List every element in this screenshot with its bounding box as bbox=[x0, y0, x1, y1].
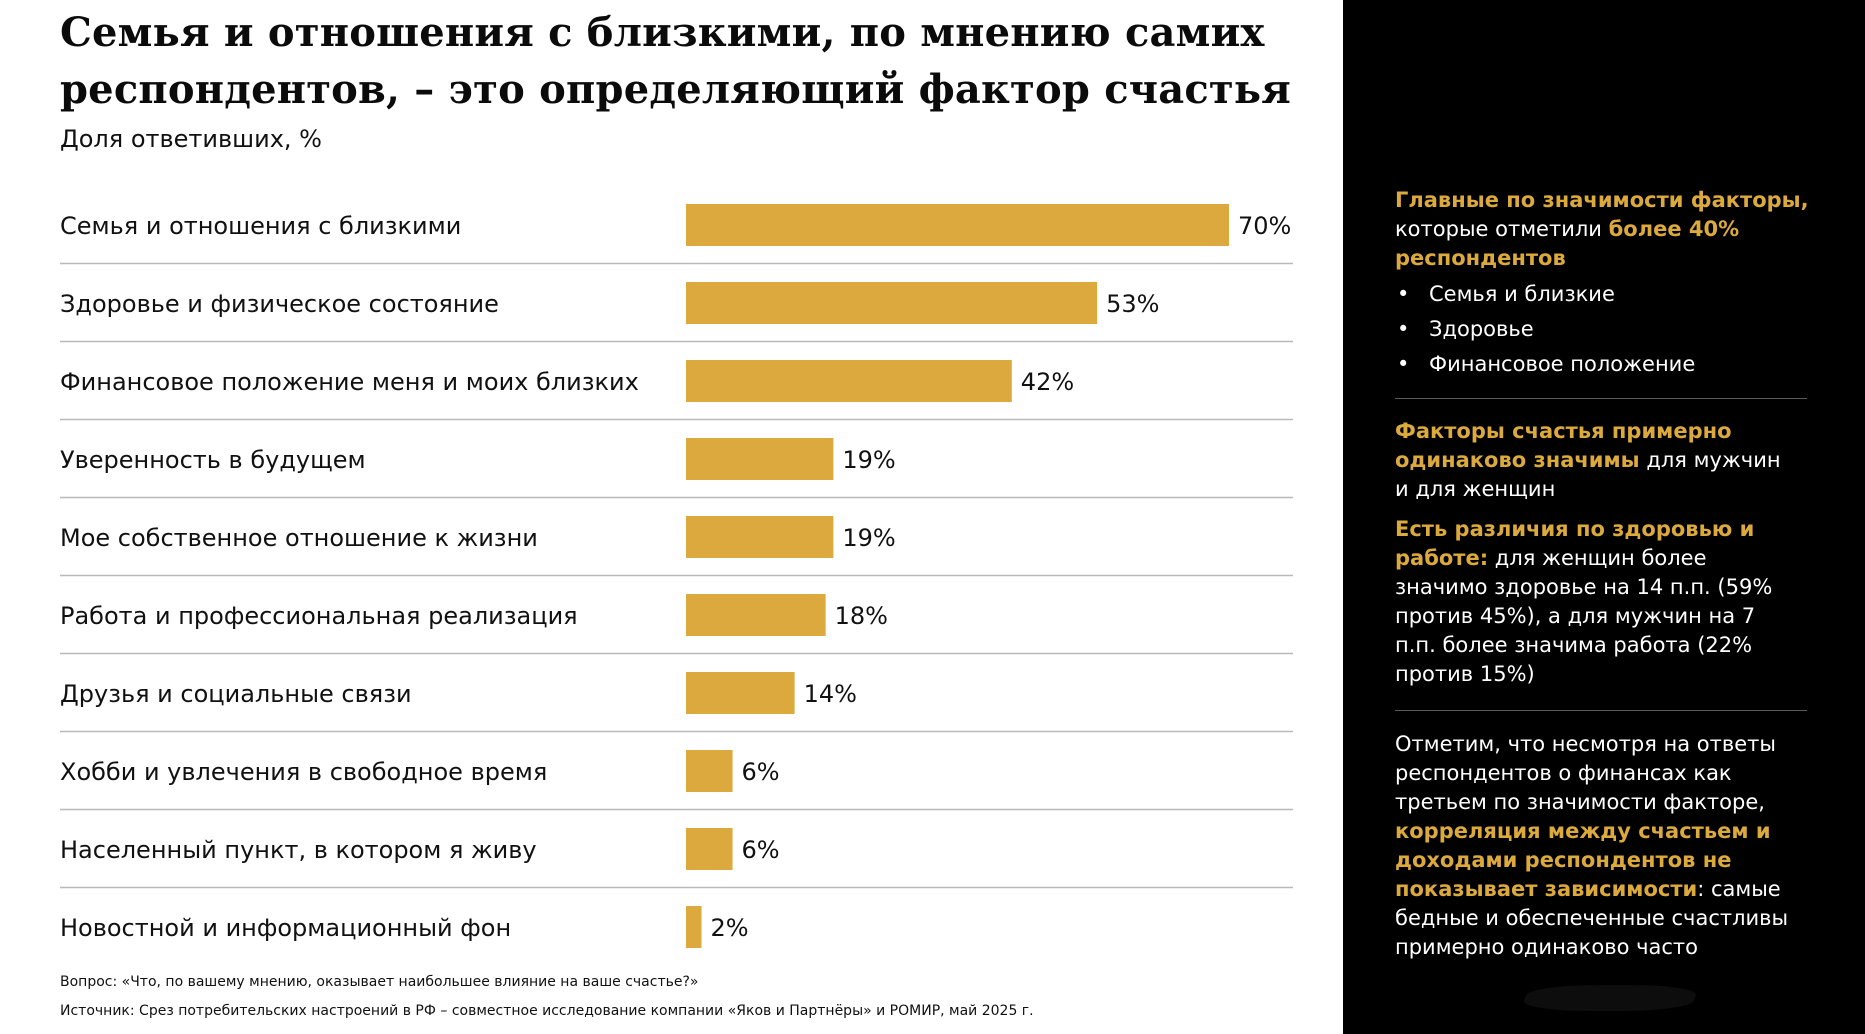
bar-chart: Семья и отношения с близкими Здоровье и ф… bbox=[60, 204, 1293, 948]
insight-gender: Факторы счастья примерно одинаково значи… bbox=[1395, 417, 1800, 504]
category-label: Здоровье и физическое состояние bbox=[60, 290, 499, 318]
bullet-icon: • bbox=[1397, 282, 1410, 306]
list-item: • Семья и близкие bbox=[1395, 277, 1825, 312]
category-label: Финансовое положение меня и моих близких bbox=[60, 368, 639, 396]
value-label: 14% bbox=[804, 680, 857, 708]
value-label: 42% bbox=[1021, 368, 1074, 396]
insight-highlight: более 40% bbox=[1608, 217, 1740, 241]
insight-income: Отметим, что несмотря на ответы респонде… bbox=[1395, 730, 1820, 962]
category-label: Мое собственное отношение к жизни bbox=[60, 524, 538, 552]
bar bbox=[686, 282, 1098, 324]
bar bbox=[686, 360, 1012, 402]
value-label: 6% bbox=[742, 758, 780, 786]
footnote-question: Вопрос: «Что, по вашему мнению, оказывае… bbox=[60, 974, 699, 990]
value-label: 18% bbox=[835, 602, 888, 630]
footnote-source: Источник: Срез потребительских настроени… bbox=[60, 1003, 1034, 1019]
list-item-label: Финансовое положение bbox=[1429, 352, 1696, 376]
insight-differences: Есть различия по здоровью и работе: для … bbox=[1395, 515, 1795, 689]
value-label: 19% bbox=[842, 446, 895, 474]
value-labels: 70% 53% 42% 19% 19% 18% 14% 6% 6% 2% bbox=[711, 212, 1292, 942]
value-label: 6% bbox=[742, 836, 780, 864]
bar bbox=[686, 750, 733, 792]
value-label: 53% bbox=[1106, 290, 1159, 318]
bar bbox=[686, 438, 834, 480]
panel-divider bbox=[1395, 710, 1807, 711]
value-label: 2% bbox=[711, 914, 749, 942]
obscured-logo bbox=[1520, 985, 1700, 1011]
bars bbox=[686, 204, 1229, 948]
bullet-icon: • bbox=[1397, 352, 1410, 376]
category-label: Новостной и информационный фон bbox=[60, 914, 511, 942]
chart-subtitle: Доля ответивших, % bbox=[60, 125, 322, 153]
main-factors-list: • Семья и близкие • Здоровье • Финансовое п… bbox=[1395, 277, 1825, 382]
page-title: Семья и отношения с близкими, по мнению … bbox=[60, 4, 1320, 118]
category-label: Населенный пункт, в котором я живу bbox=[60, 836, 537, 864]
insight-highlight: респондентов bbox=[1395, 246, 1566, 270]
category-label: Друзья и социальные связи bbox=[60, 680, 412, 708]
insights-panel: Главные по значимости факторы, которые о… bbox=[1343, 0, 1865, 1034]
list-item-label: Семья и близкие bbox=[1429, 282, 1615, 306]
category-label: Работа и профессиональная реализация bbox=[60, 602, 578, 630]
category-label: Хобби и увлечения в свободное время bbox=[60, 758, 547, 786]
bar bbox=[686, 594, 826, 636]
bar bbox=[686, 828, 733, 870]
insight-heading: Главные по значимости факторы, bbox=[1395, 188, 1809, 212]
bullet-icon: • bbox=[1397, 317, 1410, 341]
panel-divider bbox=[1395, 398, 1807, 399]
title-line-1: Семья и отношения с близкими, по мнению … bbox=[60, 9, 1265, 56]
value-label: 19% bbox=[842, 524, 895, 552]
bar bbox=[686, 516, 834, 558]
insight-main-factors: Главные по значимости факторы, которые о… bbox=[1395, 186, 1825, 382]
title-line-2: респондентов, – это определяющий фактор … bbox=[60, 66, 1292, 113]
insight-text: которые отметили bbox=[1395, 217, 1602, 241]
list-item-label: Здоровье bbox=[1429, 317, 1534, 341]
insight-text: для женщин более значимо здоровье на 14 … bbox=[1395, 546, 1773, 686]
list-item: • Финансовое положение bbox=[1395, 347, 1825, 382]
insight-text: Отметим, что несмотря на ответы респонде… bbox=[1395, 732, 1776, 814]
insight-text: для мужчин и для женщин bbox=[1395, 448, 1781, 501]
list-item: • Здоровье bbox=[1395, 312, 1825, 347]
category-label: Уверенность в будущем bbox=[60, 446, 366, 474]
row-separators bbox=[60, 262, 1293, 889]
value-label: 70% bbox=[1238, 212, 1291, 240]
insight-heading: корреляция между счастьем и доходами рес… bbox=[1395, 819, 1771, 901]
category-labels: Семья и отношения с близкими Здоровье и ф… bbox=[60, 212, 639, 942]
insight-heading: Факторы счастья примерно одинаково значи… bbox=[1395, 419, 1732, 472]
bar bbox=[686, 906, 702, 948]
bar bbox=[686, 204, 1229, 246]
insight-heading: Есть различия по здоровью и работе: bbox=[1395, 517, 1755, 570]
category-label: Семья и отношения с близкими bbox=[60, 212, 461, 240]
bar bbox=[686, 672, 795, 714]
insight-text: : самые бедные и обеспеченные счастливы … bbox=[1395, 877, 1789, 959]
